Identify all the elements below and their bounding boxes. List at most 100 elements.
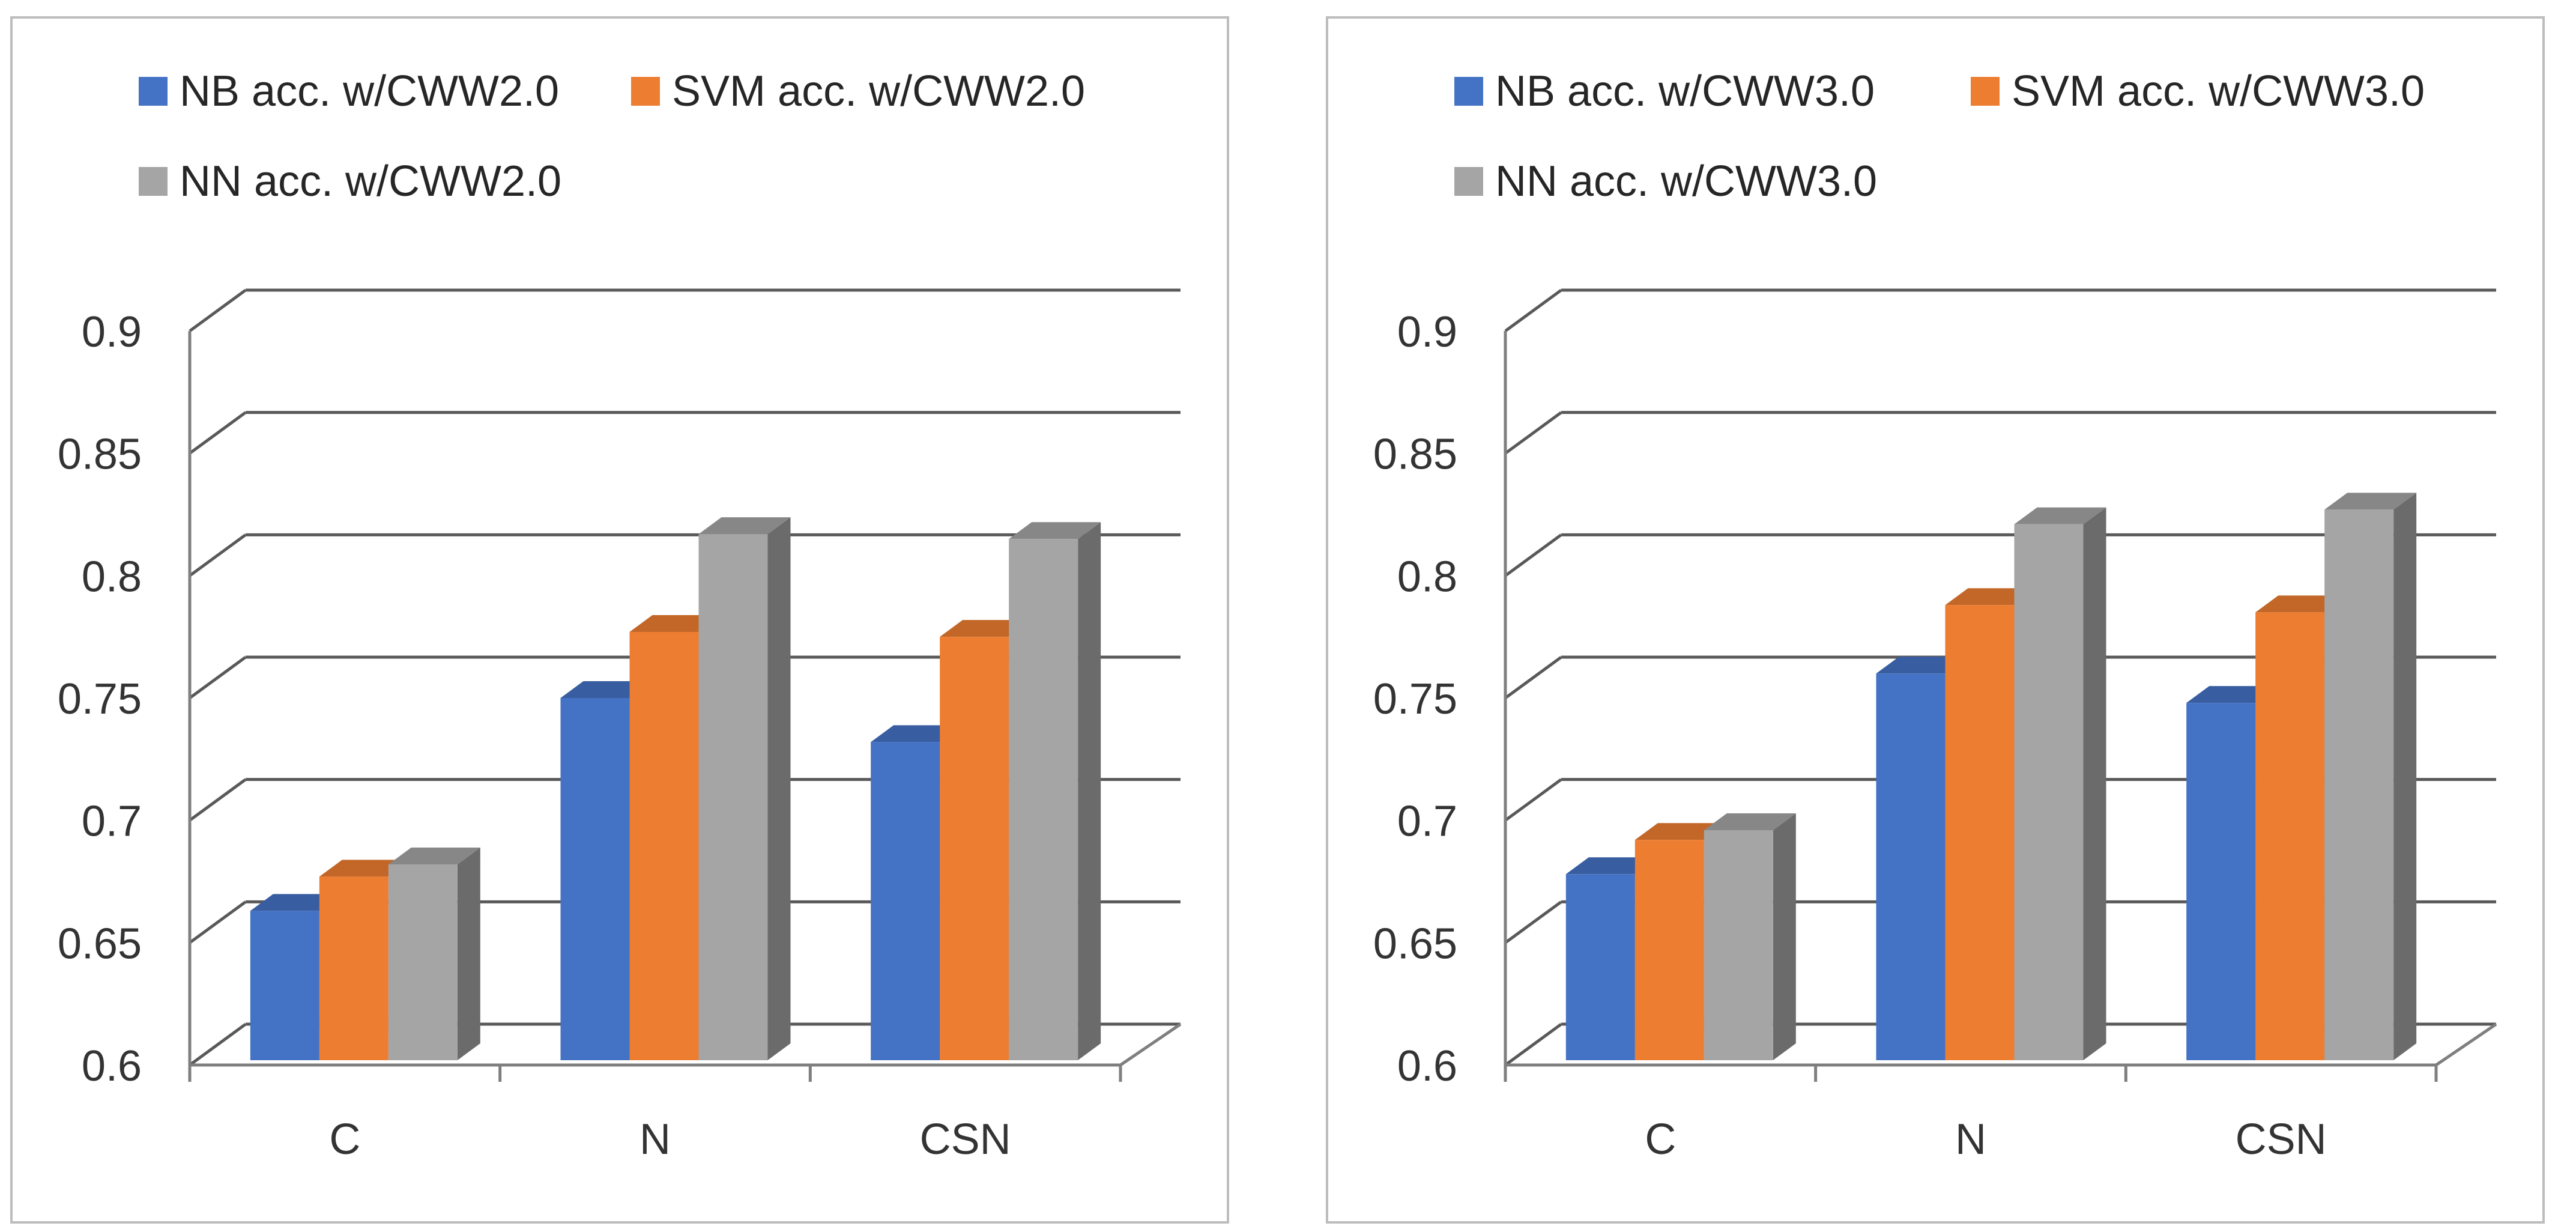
legend-item-nb: NB acc. w/CWW2.0 <box>139 67 559 116</box>
legend-swatch-nn <box>139 167 168 196</box>
y-tick-label: 0.65 <box>1373 920 1457 968</box>
bar-front <box>319 876 389 1060</box>
x-tick-label: CSN <box>2236 1115 2327 1164</box>
gridline-side <box>1504 1022 1562 1067</box>
bar-n-2 <box>2014 507 2106 1060</box>
bar-top <box>2255 595 2348 613</box>
bar-chart-cww3: 0.6 0.65 0.7 0.75 0.8 0.85 0.9 C N CSN <box>1373 288 2497 1164</box>
bar-front <box>1876 673 1946 1060</box>
floor-edge <box>2435 1022 2497 1067</box>
bar-side <box>767 517 791 1060</box>
bar-front <box>940 637 1009 1060</box>
bar-front <box>698 534 768 1060</box>
bar-front <box>1704 830 1773 1060</box>
bar-front <box>2014 524 2084 1060</box>
legend-item-svm: SVM acc. w/CWW2.0 <box>631 67 1085 116</box>
gridline-side <box>1504 288 1562 333</box>
y-tick-label: 0.8 <box>82 553 142 601</box>
gridline-side <box>189 1022 247 1067</box>
chart-panel-cww2: NB acc. w/CWW2.0 SVM acc. w/CWW2.0 NN ac… <box>10 16 1229 1224</box>
bar-front <box>388 864 458 1060</box>
bar-front <box>1945 605 2015 1060</box>
legend-swatch-svm <box>631 77 660 106</box>
gridline-side <box>1504 533 1562 577</box>
legend-swatch-nb <box>1454 77 1483 106</box>
y-tick-label: 0.6 <box>1397 1042 1457 1090</box>
x-tick-label: C <box>1645 1115 1676 1164</box>
gridline-side <box>189 533 247 577</box>
y-tick-label: 0.7 <box>1397 798 1457 846</box>
y-tick-label: 0.6 <box>82 1042 142 1090</box>
floor-edge <box>1119 1022 1182 1067</box>
bar-top <box>250 894 342 911</box>
gridline-side <box>189 411 247 455</box>
legend-swatch-nb <box>139 77 168 106</box>
y-tick-label: 0.65 <box>58 920 142 968</box>
legend-item-nb: NB acc. w/CWW3.0 <box>1454 67 1875 116</box>
bar-c-2 <box>1704 813 1796 1060</box>
bar-top <box>319 860 411 877</box>
y-tick-label: 0.75 <box>58 675 142 723</box>
y-tick-label: 0.9 <box>82 308 142 356</box>
bar-front <box>1634 840 1704 1060</box>
bar-chart-cww2: 0.6 0.65 0.7 0.75 0.8 0.85 0.9 C N CSN <box>58 288 1182 1164</box>
bar-side <box>457 847 480 1060</box>
bar-top <box>388 847 480 864</box>
gridline-side <box>1504 778 1562 822</box>
bar-front <box>1565 874 1635 1060</box>
legend-item-svm: SVM acc. w/CWW3.0 <box>1971 67 2425 116</box>
y-tick-label: 0.9 <box>1397 308 1457 356</box>
bar-side <box>2083 507 2106 1060</box>
bar-top <box>1704 813 1796 830</box>
legend-label-nb: NB acc. w/CWW3.0 <box>1495 67 1875 115</box>
bar-top <box>2014 507 2106 524</box>
bar-n-2 <box>698 517 791 1060</box>
legend-label-svm: SVM acc. w/CWW3.0 <box>2012 67 2425 115</box>
bar-front <box>250 911 319 1060</box>
bar-front <box>2255 612 2325 1060</box>
bars <box>1565 493 2417 1060</box>
gridline-side <box>189 288 247 333</box>
bar-top <box>1876 657 1968 674</box>
bar-top <box>871 725 963 742</box>
legend-swatch-svm <box>1971 77 2000 106</box>
legend-label-svm: SVM acc. w/CWW2.0 <box>672 67 1086 115</box>
bar-front <box>1009 539 1078 1060</box>
bar-top <box>1565 857 1658 875</box>
bar-side <box>1078 522 1101 1060</box>
bar-top <box>1634 823 1727 840</box>
x-tick-label: CSN <box>920 1115 1011 1164</box>
legend-label-nb: NB acc. w/CWW2.0 <box>180 67 560 115</box>
legend-label-nn: NN acc. w/CWW3.0 <box>1495 157 1878 205</box>
bar-front <box>871 742 940 1060</box>
y-tick-label: 0.75 <box>1373 675 1457 723</box>
bar-csn-2 <box>1009 522 1101 1060</box>
bar-front <box>629 632 699 1060</box>
gridline-side <box>1504 655 1562 700</box>
y-tick-label: 0.85 <box>58 431 142 479</box>
bar-top <box>560 681 653 698</box>
legend-item-nn: NN acc. w/CWW2.0 <box>139 157 561 206</box>
bar-c-2 <box>388 847 480 1060</box>
bar-top <box>1945 588 2037 605</box>
y-tick-labels: 0.6 0.65 0.7 0.75 0.8 0.85 0.9 <box>58 308 142 1090</box>
bar-csn-2 <box>2324 493 2417 1060</box>
bar-side <box>2393 493 2417 1060</box>
y-tick-label: 0.85 <box>1373 431 1457 479</box>
x-tick-labels: C N CSN <box>329 1115 1011 1164</box>
bar-side <box>1773 813 1796 1060</box>
y-tick-label: 0.7 <box>82 798 142 846</box>
bar-top <box>629 615 722 633</box>
x-tick-label: N <box>1955 1115 1986 1164</box>
x-tick-labels: C N CSN <box>1645 1115 2326 1164</box>
gridline-side <box>1504 411 1562 455</box>
gridline-side <box>189 655 247 700</box>
legend-item-nn: NN acc. w/CWW3.0 <box>1454 157 1877 206</box>
gridline-side <box>189 900 247 944</box>
gridline-side <box>189 778 247 822</box>
bar-top <box>1009 522 1101 539</box>
chart-panel-cww3: NB acc. w/CWW3.0 SVM acc. w/CWW3.0 NN ac… <box>1326 16 2545 1224</box>
y-tick-labels: 0.6 0.65 0.7 0.75 0.8 0.85 0.9 <box>1373 308 1457 1090</box>
bar-top <box>2324 493 2417 510</box>
bar-front <box>2186 703 2256 1060</box>
